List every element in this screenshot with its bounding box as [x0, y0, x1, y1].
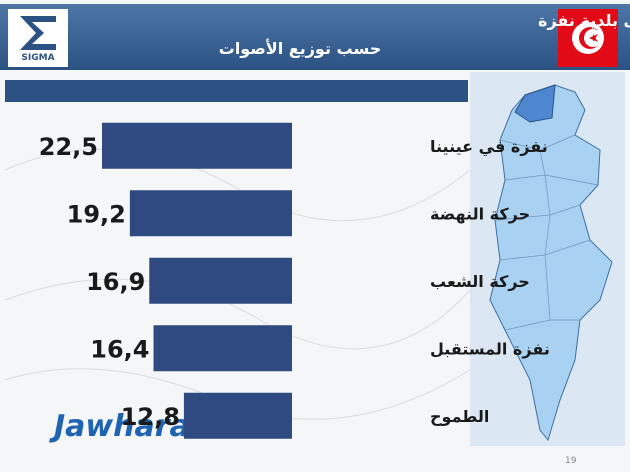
value-label: 19,2: [67, 200, 126, 228]
map-highlight: [514, 84, 556, 123]
value-label: 22,5: [39, 133, 98, 161]
bar: [102, 122, 292, 169]
value-label: 16,9: [86, 268, 145, 296]
bar: [153, 325, 292, 372]
logo-text: SIGMA: [21, 53, 54, 63]
category-label: الطموح: [430, 407, 489, 426]
category-label: نفزة المستقبل: [430, 339, 550, 358]
strip: [5, 80, 468, 102]
category-label: حركة الشعب: [430, 272, 530, 291]
page-number: 19: [565, 456, 577, 466]
flag-star: [589, 34, 598, 42]
bar: [129, 190, 292, 237]
bar: [149, 257, 292, 304]
category-label: حركة النهضة: [430, 204, 530, 223]
logo-icon: [20, 16, 56, 50]
value-label: 16,4: [90, 335, 149, 363]
map-borders: [494, 134, 599, 331]
chart-title: الانتخابات البلدية تقديرات النتائج على م…: [538, 11, 630, 30]
plot: 22,5 نفزة في عينينا 19,2 حركة النهضة 16,9 حرك…: [39, 122, 550, 439]
value-label: 12,8: [121, 403, 180, 431]
header-bar: [0, 4, 630, 70]
category-label: نفزة في عينينا: [430, 137, 548, 157]
bar: [183, 392, 292, 439]
chart-title: حسب توزيع الأصوات: [219, 39, 382, 58]
